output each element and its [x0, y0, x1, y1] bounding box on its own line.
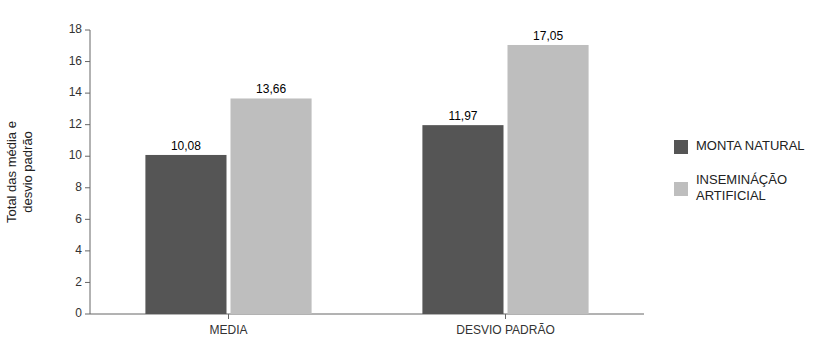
x-tick-label: MEDIA	[209, 323, 247, 337]
y-tick	[85, 187, 90, 188]
chart-container: 0 2 4 6 8 10 12 14 16 18 Total das média edesvio p…	[0, 0, 834, 354]
x-tick-label: DESVIO PADRÃO	[456, 323, 554, 337]
bar	[508, 45, 589, 314]
y-tick	[85, 93, 90, 94]
y-tick-label: 12	[69, 117, 83, 131]
legend-label: MONTA NATURAL	[696, 138, 805, 153]
y-tick	[85, 282, 90, 283]
legend: MONTA NATURAL INSEMINÁÇÃOARTIFICIAL	[674, 138, 805, 203]
data-label: 13,66	[256, 82, 286, 96]
x-tick	[505, 314, 506, 319]
y-tick	[85, 250, 90, 251]
y-tick-label: 6	[75, 212, 82, 226]
y-tick-label: 2	[75, 275, 82, 289]
bar	[231, 98, 312, 314]
y-tick-label: 10	[69, 148, 83, 162]
data-label: 11,97	[448, 109, 477, 123]
legend-swatch	[674, 140, 688, 154]
x-axis: MEDIA DESVIO PADRÃO	[90, 314, 644, 337]
y-tick-label: 8	[75, 180, 82, 194]
y-axis-label: Total das média edesvio padrão	[4, 121, 35, 223]
y-axis: 0 2 4 6 8 10 12 14 16 18	[69, 22, 90, 320]
y-tick	[85, 156, 90, 157]
data-labels: 10,08 11,97 13,66 17,05	[171, 29, 563, 153]
data-label: 17,05	[533, 29, 563, 43]
y-tick-label: 18	[69, 22, 83, 36]
data-label: 10,08	[171, 139, 201, 153]
bars	[145, 45, 588, 314]
chart-svg: 0 2 4 6 8 10 12 14 16 18 Total das média edesvio p…	[0, 0, 834, 354]
y-tick	[85, 61, 90, 62]
x-tick	[228, 314, 229, 319]
y-tick	[85, 219, 90, 220]
legend-swatch	[674, 182, 688, 196]
y-tick-label: 0	[75, 306, 82, 320]
y-tick	[85, 124, 90, 125]
y-tick	[85, 314, 90, 315]
y-tick	[85, 30, 90, 31]
y-tick-label: 14	[69, 85, 83, 99]
bar	[145, 155, 226, 314]
bar	[422, 125, 503, 314]
y-tick-label: 16	[69, 54, 83, 68]
legend-label: INSEMINÁÇÃOARTIFICIAL	[696, 172, 787, 203]
y-axis-line	[90, 30, 91, 314]
y-tick-label: 4	[75, 243, 82, 257]
